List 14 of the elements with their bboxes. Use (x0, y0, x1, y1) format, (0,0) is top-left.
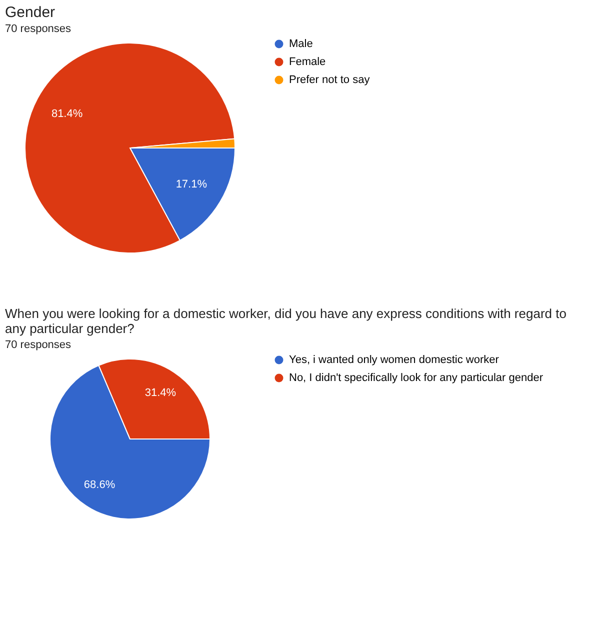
legend-label: Female (289, 56, 326, 68)
chart-subtitle: 70 responses (5, 23, 72, 35)
data-label: 31.4% (144, 386, 176, 399)
data-label: 68.6% (84, 479, 116, 492)
legend-label: No, I didn't specifically look for any particular gender (289, 372, 544, 384)
legend-label: Prefer not to say (289, 74, 370, 86)
legend-label: Yes, i wanted only women domestic worker (289, 354, 500, 366)
chart-title: When you were looking for a domestic worker, did you have any express conditions with regard to any particular gender? (5, 306, 566, 336)
chart-title: Gender (5, 4, 56, 21)
pie-slice (24, 42, 236, 254)
data-label: 81.4% (51, 108, 83, 120)
chart-subtitle: 70 responses (5, 339, 72, 351)
legend-label: Male (289, 38, 313, 50)
data-label: 17.1% (176, 178, 208, 191)
